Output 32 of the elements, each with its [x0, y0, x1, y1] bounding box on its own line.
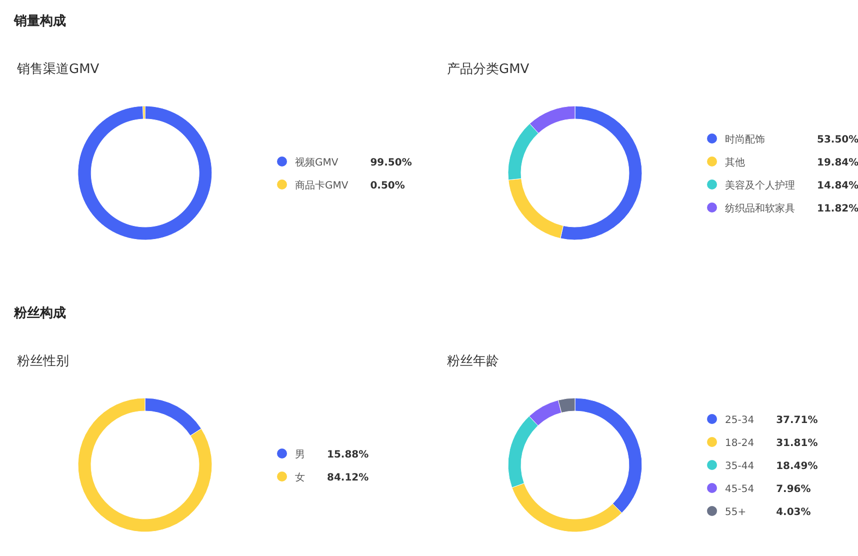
data-label: 37.71%	[776, 415, 818, 426]
data-label: 11.82%	[817, 204, 858, 214]
legend-label: 男	[295, 450, 305, 460]
data-label: 14.84%	[817, 180, 858, 192]
data-label: 84.12%	[327, 472, 369, 484]
legend-label: 其他	[725, 156, 745, 168]
chart-title: 粉丝年龄	[447, 354, 499, 369]
legend-label: 25-34	[725, 415, 754, 426]
chart-title: 粉丝性别	[17, 354, 69, 369]
data-label: 53.50%	[817, 134, 858, 146]
legend-label: 女	[295, 472, 305, 484]
data-label: 15.88%	[327, 450, 369, 460]
data-label: 4.03%	[776, 507, 811, 518]
legend-label: 商品卡GMV	[295, 180, 348, 192]
legend-label: 18-24	[725, 438, 754, 449]
chart-title: 产品分类GMV	[447, 62, 530, 77]
text: 粉丝构成	[13, 305, 66, 321]
legend-label: 时尚配饰	[725, 134, 765, 146]
chart-title: 销售渠道GMV	[16, 62, 100, 77]
data-label: 31.81%	[776, 438, 818, 449]
data-label: 0.50%	[370, 180, 405, 192]
legend-label: 45-54	[725, 484, 754, 495]
text: 销量构成	[13, 14, 66, 29]
legend-label: 35-44	[725, 461, 754, 472]
legend-label: 美容及个人护理	[725, 180, 795, 192]
data-label: 7.96%	[776, 484, 811, 495]
legend-label: 视频GMV	[295, 156, 338, 168]
data-label: 19.84%	[817, 158, 858, 168]
legend-label: 55+	[725, 507, 746, 518]
data-label: 18.49%	[776, 461, 818, 472]
legend-label: 纺织品和软家具	[725, 202, 795, 214]
data-label: 99.50%	[370, 158, 412, 168]
